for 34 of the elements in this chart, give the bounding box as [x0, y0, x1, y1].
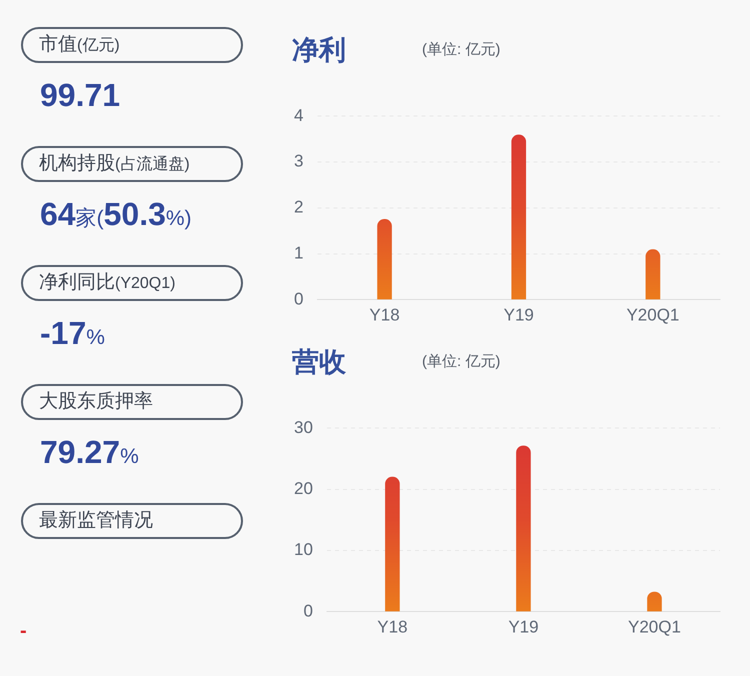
bar	[511, 134, 526, 300]
x-tick-label: Y20Q1	[626, 305, 680, 324]
y-tick-label: 20	[294, 479, 313, 498]
chart-title: 净利	[292, 34, 346, 67]
y-tick-label: 0	[303, 601, 313, 620]
y-tick-label: 0	[294, 289, 304, 308]
text: 机构持股(占流通盘)	[21, 146, 243, 182]
x-tick-label: Y20Q1	[628, 617, 681, 636]
x-tick-label: Y18	[377, 617, 408, 636]
text: 64家(50.3%)	[40, 196, 192, 233]
chart-subtitle: (单位: 亿元)	[422, 352, 500, 371]
text: -	[20, 620, 27, 643]
text: 市值(亿元)	[21, 27, 243, 63]
text: 大股东质押率	[21, 384, 243, 420]
x-tick-label: Y19	[504, 305, 534, 324]
text: 79.27%	[40, 434, 139, 471]
chart-subtitle: (单位: 亿元)	[422, 40, 500, 59]
y-tick-label: 4	[294, 106, 304, 125]
text: 99.71	[40, 77, 120, 114]
y-tick-label: 1	[294, 243, 304, 262]
y-tick-label: 10	[294, 540, 313, 560]
bar	[646, 249, 660, 300]
x-tick-label: Y19	[508, 617, 539, 636]
bar	[377, 219, 392, 300]
text: 最新监管情况	[21, 503, 243, 539]
bar	[385, 476, 400, 612]
y-tick-label: 2	[294, 198, 304, 217]
y-tick-label: 3	[294, 152, 304, 171]
text: 净利同比(Y20Q1)	[21, 265, 243, 301]
bar	[516, 446, 531, 612]
chart-title: 营收	[292, 346, 346, 379]
y-tick-label: 30	[294, 418, 313, 437]
x-tick-label: Y18	[369, 305, 400, 324]
text: -17%	[40, 315, 105, 352]
